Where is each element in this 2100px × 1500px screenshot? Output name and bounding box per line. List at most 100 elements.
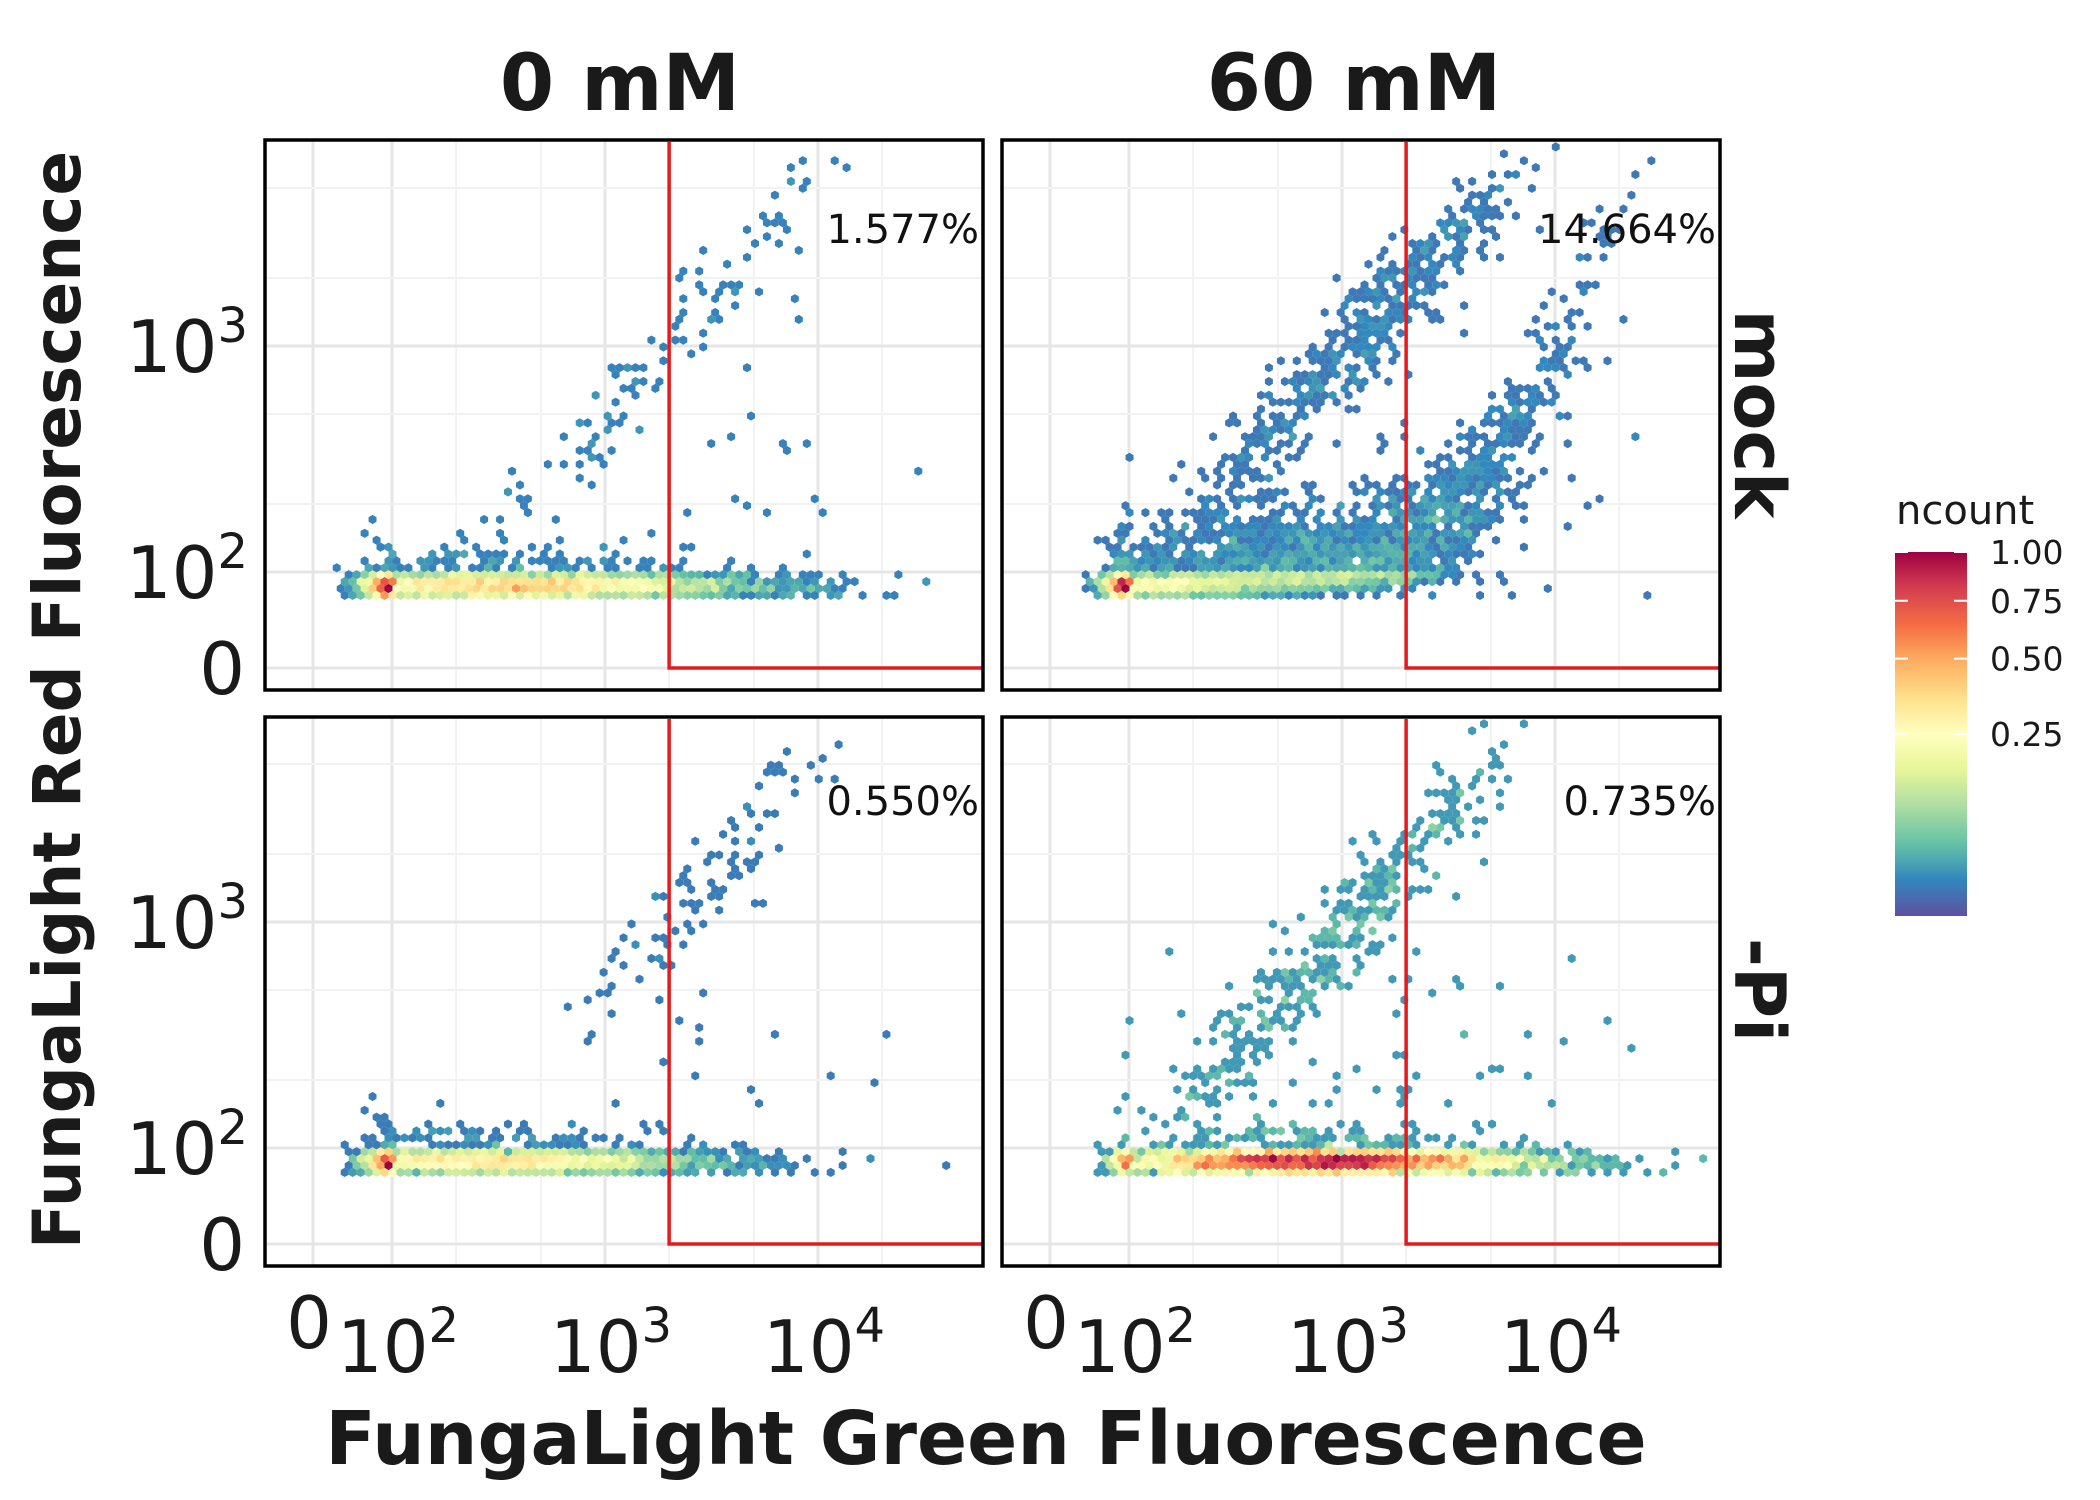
hexbin <box>1185 542 1194 552</box>
hexbin <box>1364 521 1373 531</box>
hexbin <box>615 1133 624 1143</box>
hexbin <box>1372 356 1381 366</box>
hexbin <box>1241 1078 1249 1088</box>
hexbin <box>1392 570 1401 580</box>
hexbin <box>1276 521 1285 531</box>
hexbin <box>1348 905 1357 915</box>
x-tick-label: 0 <box>286 1281 332 1365</box>
hexbin <box>531 1154 540 1164</box>
hexbin <box>1472 570 1480 580</box>
hexbin <box>527 1147 536 1157</box>
hexbin <box>1460 521 1469 531</box>
hexbin <box>1157 577 1166 587</box>
hexbin <box>1276 590 1285 600</box>
hexbin <box>1272 418 1281 428</box>
hexbin <box>1245 535 1253 545</box>
hexbin <box>1344 556 1353 566</box>
hexbin <box>691 1167 700 1177</box>
hexbin <box>695 583 704 594</box>
hexbin <box>1476 190 1484 200</box>
hexbin <box>1452 176 1461 186</box>
hexbin <box>1125 1154 1134 1164</box>
hexbin <box>396 577 405 587</box>
hexbin <box>563 1154 572 1164</box>
hexbin <box>1260 452 1269 462</box>
hexbin <box>1260 535 1269 545</box>
hexbin <box>1384 266 1393 276</box>
hexbin <box>595 590 604 600</box>
hexbin <box>1189 549 1198 559</box>
hexbin <box>1428 577 1437 587</box>
hexbin <box>651 933 660 943</box>
hexbin <box>1448 815 1457 826</box>
hexbin <box>1484 508 1492 518</box>
hexbin <box>1376 487 1385 497</box>
hexbin <box>364 1154 373 1164</box>
hexbin <box>1316 494 1325 504</box>
hexbin <box>1296 912 1305 922</box>
hexbin <box>1388 356 1397 366</box>
hexbin <box>1296 376 1305 387</box>
hexbin <box>472 570 481 580</box>
hexbin <box>1571 356 1580 366</box>
hexbin <box>1304 390 1313 400</box>
hexbin <box>1141 590 1150 600</box>
hexbin <box>1300 521 1309 531</box>
hexbin <box>838 570 847 580</box>
hexbin <box>432 570 441 580</box>
hexbin <box>1408 1133 1417 1143</box>
hexbin <box>1372 1140 1381 1150</box>
hexbin <box>1193 1064 1202 1074</box>
hexbin <box>1268 1167 1277 1177</box>
hexbin <box>1284 397 1293 407</box>
hexbin <box>1280 995 1289 1005</box>
hexbin <box>1344 583 1353 594</box>
hexbin <box>488 556 497 566</box>
hexbin <box>1440 528 1449 538</box>
hexbin <box>1503 487 1512 497</box>
hexbin <box>1229 563 1237 573</box>
hexbin <box>1364 905 1373 915</box>
hexbin <box>679 898 688 908</box>
hexbin <box>1384 556 1393 566</box>
hexbin <box>1575 1160 1584 1171</box>
hexbin <box>587 577 596 587</box>
hexbin <box>1145 570 1154 580</box>
hexbin <box>1356 933 1365 943</box>
hexbin <box>1153 528 1162 538</box>
hexbin <box>1480 487 1488 497</box>
hexbin <box>659 1167 668 1177</box>
hexbin <box>1300 563 1309 573</box>
hexbin <box>719 583 728 594</box>
hexbin <box>747 836 755 846</box>
hexbin <box>1161 514 1170 525</box>
hexbin <box>1205 1167 1214 1177</box>
hexbin <box>1372 563 1381 573</box>
hexbin <box>1209 1036 1218 1046</box>
hexbin <box>830 583 839 594</box>
hexbin <box>703 1147 712 1157</box>
hexbin <box>774 1147 783 1157</box>
hexbin <box>1428 273 1437 283</box>
hexbin <box>460 590 469 600</box>
hexbin <box>468 1154 477 1164</box>
hexbin <box>1603 356 1612 366</box>
hexbin <box>607 556 616 566</box>
hexbin <box>719 1160 728 1171</box>
hexbin <box>627 1140 636 1150</box>
hexbin <box>1093 577 1102 587</box>
hexbin <box>755 781 763 791</box>
hexbin <box>360 1147 369 1157</box>
hexbin <box>1344 528 1353 538</box>
hexbin <box>798 583 807 594</box>
hexbin <box>1253 549 1261 559</box>
hexbin <box>1233 1064 1241 1074</box>
hexbin <box>1312 542 1321 552</box>
hexbin <box>500 535 508 545</box>
hexbin <box>747 563 755 573</box>
hexbin <box>468 1140 477 1150</box>
hexbin <box>575 459 584 469</box>
hexbin <box>1304 487 1313 497</box>
hexbin <box>695 570 704 580</box>
gate-percent-label: 1.577% <box>826 207 979 253</box>
